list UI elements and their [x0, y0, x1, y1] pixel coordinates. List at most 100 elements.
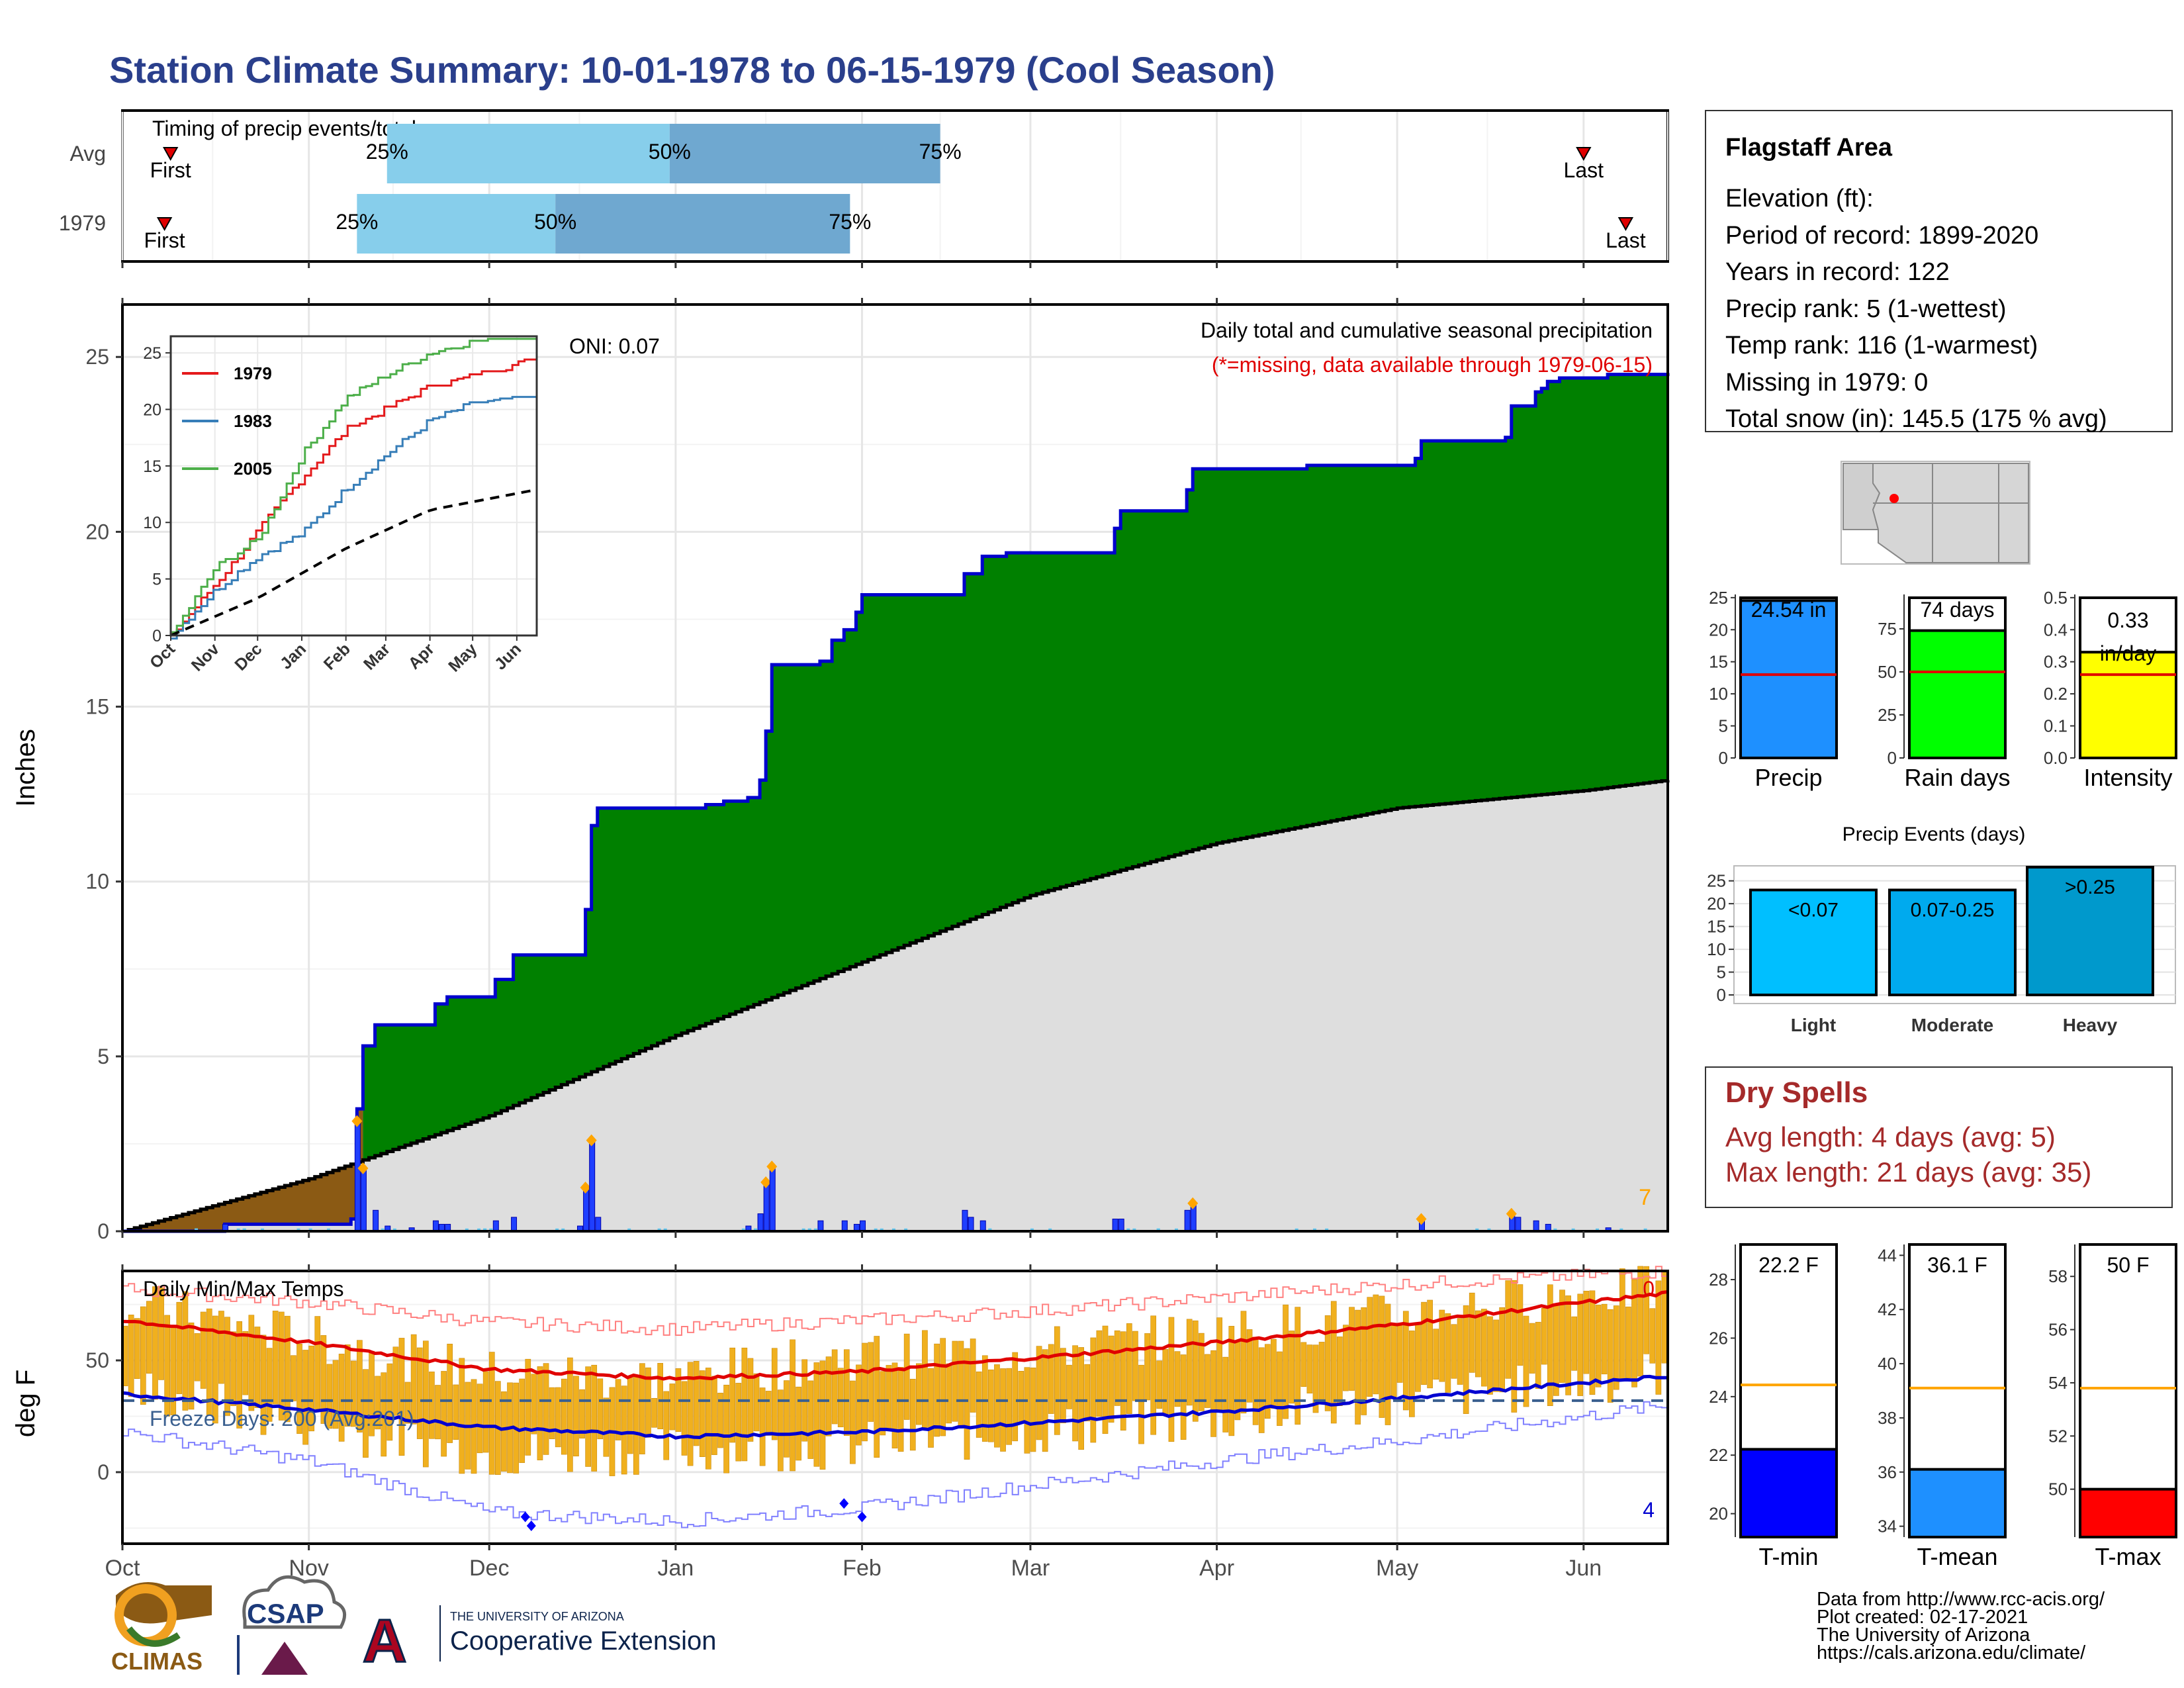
daily-temp-bar — [158, 1288, 164, 1380]
daily-temp-bar — [218, 1311, 224, 1384]
daily-precip-bar — [1533, 1220, 1539, 1232]
daily-precip-bar — [492, 1220, 499, 1232]
daily-temp-bar — [176, 1301, 183, 1394]
summary-y-tick-label: 0 — [1719, 748, 1728, 768]
summary-y-tick-label: 50 — [1878, 662, 1897, 682]
trace-precip-bar — [988, 1228, 992, 1231]
temp-summary-y-tick-label: 58 — [2048, 1266, 2068, 1286]
month-tick-label: Feb — [842, 1556, 882, 1581]
daily-temp-bar — [651, 1397, 657, 1428]
daily-temp-bar — [573, 1376, 579, 1457]
daily-temp-bar — [194, 1333, 201, 1382]
daily-temp-bar — [188, 1322, 195, 1410]
dry-spells-avg: Avg length: 4 days (avg: 5) — [1725, 1121, 2056, 1152]
timing-bar-50-75 — [555, 194, 850, 254]
summary-y-tick-label: 0.4 — [2044, 620, 2068, 639]
daily-temp-bar — [633, 1374, 639, 1475]
daily-temp-bar — [435, 1385, 441, 1440]
daily-temp-bar — [1343, 1325, 1349, 1391]
daily-precip-bar — [763, 1182, 770, 1232]
daily-precip-bar — [841, 1220, 848, 1232]
daily-temp-bar — [501, 1391, 507, 1472]
temp-summary-y-tick-label: 26 — [1709, 1328, 1728, 1348]
trace-precip-bar — [489, 1228, 493, 1231]
month-axis: Oct Nov Dec Jan Feb Mar Apr May Jun — [105, 261, 1602, 1581]
trace-precip-bar — [657, 1228, 661, 1231]
daily-temp-bar — [988, 1369, 994, 1442]
missing-data-note: (*=missing, data available through 1979-… — [1212, 353, 1653, 377]
daily-temp-bar — [735, 1383, 742, 1462]
daily-temp-bar — [1222, 1356, 1229, 1432]
daily-temp-bar — [357, 1340, 363, 1432]
season-summary-bars: 0 5 10 15 20 25 24.54 in Precip 0 25 50 75 74 days Ra… — [1709, 588, 2177, 791]
precip-panel: 0 5 10 15 20 25 Inches Daily total and cumula… — [11, 303, 1670, 1243]
trace-precip-bar — [741, 1228, 745, 1231]
daily-temp-bar — [1012, 1352, 1019, 1442]
above-normal-area — [363, 373, 1668, 1160]
timing-bar-25-50 — [387, 124, 670, 183]
daily-temp-bar — [603, 1397, 610, 1457]
precip-events-title: Precip Events (days) — [1843, 823, 2026, 845]
daily-temp-bar — [886, 1365, 892, 1429]
daily-temp-bar — [915, 1363, 922, 1425]
ua-cooperative-extension: Cooperative Extension — [450, 1626, 716, 1656]
first-event-marker-icon — [156, 217, 173, 232]
trace-precip-bar — [753, 1228, 757, 1231]
daily-temp-bar — [543, 1363, 549, 1455]
daily-temp-bar — [1144, 1333, 1150, 1401]
daily-precip-bar — [860, 1220, 866, 1232]
credit-university: The University of Arizona — [1817, 1624, 2030, 1646]
daily-temp-bar — [850, 1380, 856, 1464]
daily-temp-bar — [567, 1357, 573, 1472]
precip-y-tick-label: 25 — [85, 345, 109, 369]
trace-precip-bar — [807, 1228, 811, 1231]
daily-temp-bar — [350, 1360, 357, 1427]
trace-precip-bar — [627, 1228, 631, 1231]
daily-temp-bar — [200, 1311, 206, 1389]
daily-temp-bar — [1649, 1308, 1656, 1364]
daily-temp-bar — [1090, 1337, 1097, 1443]
daily-temp-bar — [1246, 1329, 1253, 1403]
trace-precip-bar — [1048, 1228, 1052, 1231]
daily-temp-bar — [1138, 1364, 1144, 1444]
timing-p75-label: 75% — [829, 210, 871, 234]
dry-spells-title: Dry Spells — [1725, 1076, 1868, 1109]
station-line-period: Period of record: 1899-2020 — [1725, 222, 2038, 250]
timing-bar-50-75 — [669, 124, 940, 183]
daily-precip-bar — [432, 1220, 439, 1232]
daily-precip-bar — [979, 1220, 986, 1232]
precip-event-bar-moderate — [1888, 888, 2017, 996]
temperature-summary-bars: 20 22 24 26 28 22.2 F T-min 34 36 38 40 42 44 36.1 F T… — [1709, 1243, 2177, 1570]
below-normal-area — [122, 1046, 363, 1231]
daily-temp-bar — [1643, 1266, 1650, 1354]
daily-temp-bar — [1066, 1364, 1072, 1409]
daily-temp-bar — [1541, 1307, 1547, 1365]
precip-panel-title: Daily total and cumulative seasonal prec… — [1201, 318, 1653, 342]
daily-temp-bar — [429, 1372, 435, 1439]
events-y-tick-label: 25 — [1707, 871, 1726, 891]
credit-url: https://cals.arizona.edu/climate/ — [1817, 1642, 2086, 1664]
trace-precip-bar — [891, 1228, 895, 1231]
trace-precip-bar — [561, 1228, 565, 1231]
daily-precip-bar — [1112, 1219, 1118, 1232]
daily-temp-bar — [1451, 1324, 1457, 1379]
trace-precip-bar — [195, 1228, 199, 1231]
inset-legend-label: 1983 — [234, 411, 272, 431]
location-map — [1841, 461, 2030, 565]
timing-p75-label: 75% — [919, 140, 962, 164]
station-line-precip-rank: Precip rank: 5 (1-wettest) — [1725, 295, 2006, 323]
daily-temp-bar — [964, 1348, 970, 1460]
daily-temp-bar — [1078, 1347, 1084, 1450]
trace-precip-bar — [880, 1228, 884, 1231]
daily-temp-bar — [248, 1315, 255, 1411]
daily-temp-bar — [843, 1349, 850, 1436]
daily-temp-bar — [1355, 1309, 1361, 1425]
precip-y-tick-label: 0 — [97, 1219, 109, 1243]
inset-legend-label: 1979 — [234, 363, 272, 383]
daily-temp-bar — [1210, 1350, 1216, 1437]
temp-summary-y-tick-label: 54 — [2048, 1373, 2068, 1393]
climas-logo: CLIMAS — [111, 1582, 212, 1675]
daily-temp-bar — [398, 1338, 405, 1456]
timing-panel: Timing of precip events/totals Avg 1979 … — [59, 109, 1669, 263]
record-precip-marker-icon — [760, 1176, 772, 1189]
